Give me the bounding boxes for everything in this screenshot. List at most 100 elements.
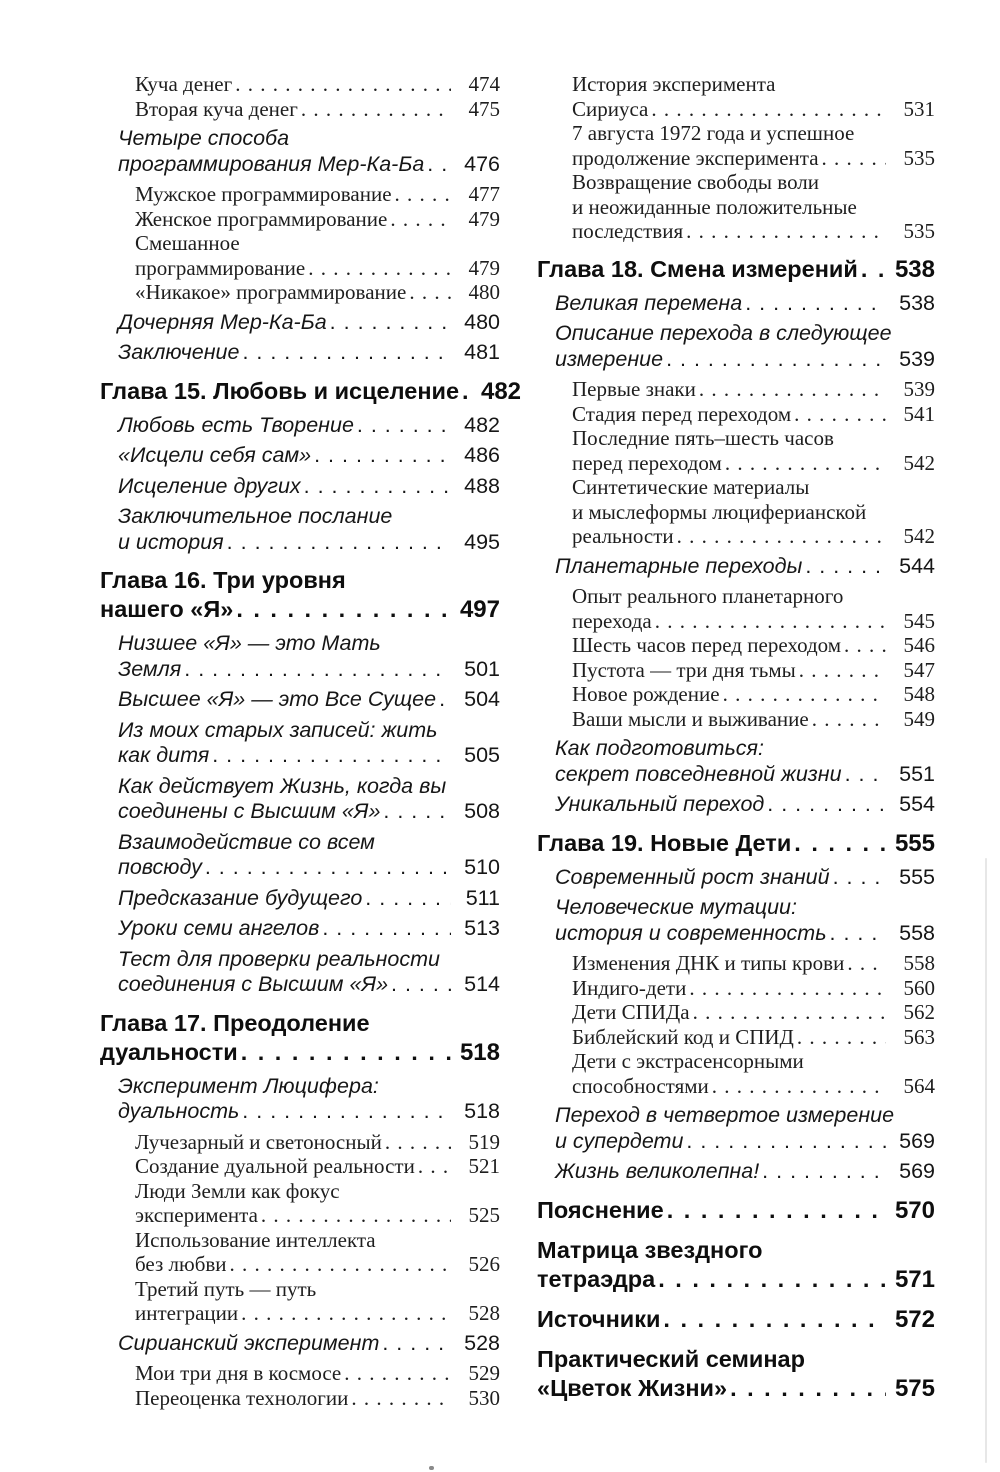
toc-entry-title: Мои три дня в космосе: [135, 1361, 342, 1385]
toc-entry: Четыре способа программирования Мер-Ка-Ба…: [100, 126, 500, 177]
toc-entry-lastline: продолжение эксперимента 535: [572, 146, 935, 171]
dot-leader: [844, 633, 886, 658]
toc-entry-title: Глава 19. Новые Дети: [537, 829, 792, 856]
toc-entry-title: последствия: [572, 219, 684, 243]
toc-entry: Уникальный переход 554: [537, 792, 935, 818]
toc-entry-title: реальности: [572, 524, 674, 548]
toc-entry-title: дуальности: [100, 1038, 238, 1065]
toc-entry-line: Дети с экстрасенсорными: [572, 1049, 804, 1073]
dot-leader: [693, 1000, 886, 1025]
toc-entry-lastline: Высшее «Я» — это Все Сущее 504: [118, 687, 500, 713]
toc-entry-title: и история: [118, 529, 224, 554]
dot-leader: [301, 97, 451, 122]
toc-entry-lastline: Переоценка технологии 530: [135, 1386, 500, 1411]
toc-entry-lastline: интеграции 528: [135, 1301, 500, 1326]
page-number: 482: [464, 412, 500, 437]
toc-entry-line: 7 августа 1972 года и успешное: [572, 121, 855, 145]
toc-entry-line: Последние пять–шесть часов: [572, 426, 834, 450]
dot-leader: [418, 1154, 451, 1179]
toc-entry-line: Человеческие мутации:: [555, 895, 797, 919]
toc-entry-title: Современный рост знаний: [555, 864, 830, 889]
toc-entry-title: эксперимента: [135, 1203, 258, 1227]
toc-entry-lastline: и история 495: [118, 530, 500, 556]
dot-leader: [745, 291, 886, 317]
toc-entry-title: Переоценка технологии: [135, 1385, 349, 1410]
toc-entry-lastline: Женское программирование 479: [135, 207, 500, 232]
dot-leader: [833, 865, 886, 891]
dot-leader: [723, 682, 886, 707]
toc-entry-line: Практический семинар: [537, 1345, 805, 1372]
page-number: 480: [464, 309, 500, 334]
page-number: 497: [459, 596, 500, 623]
toc-entry-lastline: Первые знаки 539: [572, 377, 935, 402]
toc-entry-title: соединены с Высшим «Я»: [118, 799, 381, 823]
dot-leader: [845, 762, 886, 788]
toc-entry-lastline: Исцеление других 488: [118, 474, 500, 500]
toc-entry-title: дуальность: [118, 1099, 240, 1123]
dot-leader: [385, 1130, 451, 1155]
toc-entry-title: продолжение эксперимента: [572, 145, 819, 170]
toc-entry-lastline: перед переходом 542: [572, 451, 935, 476]
page-number: 545: [903, 608, 936, 633]
toc-entry-line: Переход в четвертое измерение: [555, 1103, 895, 1127]
toc-entry-lastline: Сирианский эксперимент 528: [118, 1331, 500, 1357]
toc-entry: Возвращение свободы воли и неожиданные по…: [537, 170, 935, 244]
toc-entry: Пустота — три дня тьмы 547: [537, 658, 935, 683]
toc-entry-lastline: Индиго-дети 560: [572, 976, 935, 1001]
toc-entry-lastline: эксперимента 525: [135, 1203, 500, 1228]
page-number: 477: [468, 182, 501, 206]
toc-entry-lastline: история и современность 558: [555, 921, 935, 947]
toc-entry-title: Уроки семи ангелов: [118, 916, 320, 940]
page-number: 571: [894, 1265, 935, 1293]
dot-leader: [805, 554, 886, 580]
toc-entry-line: Описание перехода в следующее: [555, 321, 892, 345]
toc-entry-line: Взаимодействие со всем: [118, 829, 375, 854]
toc-entry-title: Сириуса: [572, 96, 649, 121]
dot-leader: [382, 1331, 451, 1357]
dot-leader: [242, 1099, 451, 1125]
toc-entry: Мои три дня в космосе 529: [100, 1361, 500, 1386]
toc-entry: Мужское программирование 477: [100, 182, 500, 207]
scan-edge-artifact: [985, 858, 987, 1463]
toc-entry-title: Глава 15. Любовь и исцеление: [100, 377, 460, 404]
toc-entry-title: способностями: [572, 1073, 709, 1098]
page-number: 482: [480, 377, 522, 405]
toc-entry-lastline: Великая перемена 538: [555, 291, 935, 317]
toc-entry-lastline: реальности 542: [572, 524, 935, 549]
page-number: 564: [903, 1073, 936, 1098]
dot-leader: [847, 951, 886, 976]
toc-entry: Синтетические материалы и мыслеформы люци…: [537, 475, 935, 549]
page-number: 505: [464, 743, 500, 767]
toc-entry-title: Индиго-дети: [572, 975, 687, 1000]
toc-entry-lastline: Источники 572: [537, 1305, 935, 1334]
toc-entry-title: перехода: [572, 608, 652, 633]
dot-leader: [230, 1252, 451, 1277]
dot-leader: [184, 657, 451, 683]
toc-entry-line: Возвращение свободы воли: [572, 170, 820, 194]
dot-leader: [330, 310, 451, 336]
toc-entry-title: без любви: [135, 1252, 227, 1276]
dot-leader: [391, 972, 451, 998]
toc-entry-lastline: Любовь есть Творение 482: [118, 413, 500, 439]
dot-leader: [666, 347, 886, 373]
toc-entry: Вторая куча денег 475: [100, 97, 500, 122]
dot-leader: [261, 1203, 451, 1228]
toc-entry-title: Новое рождение: [572, 682, 720, 706]
page-number: 480: [468, 280, 501, 304]
toc-entry: 7 августа 1972 года и успешное продолжени…: [537, 121, 935, 170]
toc-entry-title: Предсказание будущего: [118, 885, 363, 910]
toc-entry-title: интеграции: [135, 1301, 239, 1325]
page-number: 510: [464, 855, 500, 879]
dot-leader: [308, 256, 451, 281]
toc-entry-lastline: нашего «Я» 497: [100, 595, 500, 624]
toc-entry-lastline: способностями 564: [572, 1074, 935, 1099]
toc-entry-lastline: «Никакое» программирование 480: [135, 280, 500, 305]
toc-entry-title: Сирианский эксперимент: [118, 1330, 380, 1355]
page-number: 558: [903, 951, 936, 975]
toc-entry: Лучезарный и светоносный 519: [100, 1130, 500, 1155]
page-number: 530: [468, 1385, 501, 1410]
toc-entry-title: Источники: [537, 1305, 661, 1332]
dot-leader: [712, 1074, 886, 1099]
